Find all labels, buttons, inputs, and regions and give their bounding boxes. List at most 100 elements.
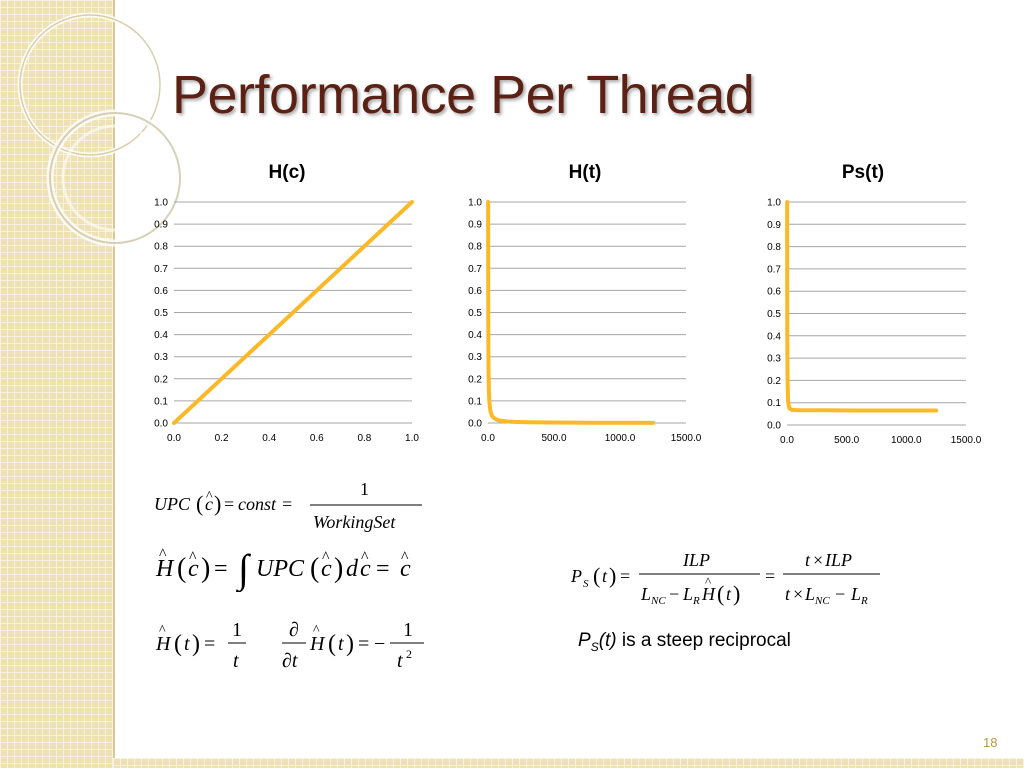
- svg-text:): ): [201, 553, 210, 584]
- y-tick-label: 0.2: [154, 374, 168, 385]
- svg-text:NC: NC: [650, 595, 666, 607]
- svg-text:(: (: [328, 631, 336, 657]
- y-tick-label: 0.7: [767, 264, 781, 275]
- y-tick-label: 0.4: [468, 330, 482, 341]
- svg-text:): ): [214, 491, 221, 516]
- svg-text:c: c: [360, 556, 371, 582]
- svg-text:R: R: [860, 595, 868, 607]
- y-tick-label: 0.0: [767, 421, 781, 432]
- y-tick-label: 0.0: [154, 419, 168, 430]
- y-tick-label: 1.0: [767, 198, 781, 209]
- svg-text:^: ^: [361, 549, 369, 566]
- x-tick-label: 500.0: [834, 435, 859, 446]
- svg-text:c: c: [188, 556, 199, 582]
- y-tick-label: 0.5: [767, 309, 781, 320]
- caption-symbol: PS(t): [578, 630, 617, 654]
- svg-text:ILP: ILP: [682, 550, 710, 570]
- y-tick-label: 0.9: [154, 220, 168, 231]
- svg-text:×: ×: [813, 550, 823, 570]
- chart-title: H(c): [269, 162, 306, 183]
- svg-text:^: ^: [159, 546, 167, 563]
- svg-text:t: t: [602, 566, 608, 586]
- y-tick-label: 0.7: [154, 264, 168, 275]
- svg-text:=: =: [282, 494, 292, 514]
- svg-text:H: H: [155, 556, 175, 582]
- svg-text:t: t: [233, 650, 239, 672]
- svg-text:t: t: [805, 550, 811, 570]
- y-tick-label: 0.4: [767, 331, 781, 342]
- y-tick-label: 0.5: [154, 308, 168, 319]
- decorative-bottom-bar: [113, 758, 1024, 768]
- svg-text:UPC: UPC: [154, 494, 191, 514]
- svg-text:−: −: [374, 633, 385, 655]
- svg-text:L: L: [640, 584, 651, 604]
- equation-ht-derivative: H ^ ( t ) = 1 t ∂ ∂t H ^ ( t ) = − 1 t 2: [150, 612, 440, 689]
- svg-text:UPC: UPC: [256, 556, 305, 582]
- y-tick-label: 1.0: [154, 198, 168, 209]
- y-tick-label: 0.1: [468, 396, 482, 407]
- svg-text:): ): [609, 563, 616, 588]
- equation-hc-integral: H ^ ( c ^ ) = ∫ UPC ( c ^ ) d c ^ = c ^: [150, 540, 440, 597]
- svg-text:c: c: [321, 556, 332, 582]
- svg-text:(: (: [717, 581, 724, 606]
- caption-symbol-letter: P: [578, 630, 591, 651]
- y-tick-label: 0.8: [154, 242, 168, 253]
- svg-text:NC: NC: [814, 595, 830, 607]
- equation-ps: P S ( t ) = ILP L NC − L R H ^ ( t ) = t…: [565, 542, 895, 619]
- chart-ht: H(t) 0.0 0.1 0.2 0.3 0.4 0.5 0.6 0.7 0.8 0.9 1.0 0.0…: [468, 162, 702, 444]
- svg-text:(: (: [177, 553, 186, 584]
- svg-text:R: R: [692, 595, 700, 607]
- svg-text:=: =: [358, 633, 369, 655]
- svg-text:1: 1: [403, 619, 413, 641]
- equation-upc-graphic: UPC ( c ^ ) = const = 1 WorkingSet: [154, 479, 422, 532]
- svg-text:t: t: [397, 650, 403, 672]
- svg-text:): ): [334, 553, 343, 584]
- svg-text:): ): [192, 631, 200, 657]
- svg-text:−: −: [669, 584, 679, 604]
- svg-text:=: =: [376, 556, 390, 582]
- svg-text:(: (: [174, 631, 182, 657]
- svg-text:L: L: [850, 584, 861, 604]
- x-tick-label: 0.8: [357, 433, 371, 444]
- chart-title: H(t): [569, 162, 602, 183]
- svg-text:t: t: [184, 633, 190, 655]
- svg-text:t: t: [785, 584, 791, 604]
- decorative-sidebar: [0, 0, 113, 768]
- svg-text:=: =: [620, 566, 630, 586]
- svg-text:WorkingSet: WorkingSet: [313, 512, 396, 532]
- svg-text:L: L: [804, 584, 815, 604]
- svg-text:c: c: [400, 556, 411, 582]
- x-tick-label: 0.2: [215, 433, 229, 444]
- svg-text:1: 1: [232, 619, 242, 641]
- svg-text:2: 2: [406, 647, 412, 661]
- svg-text:=: =: [224, 494, 234, 514]
- equation-ht-derivative-graphic: H ^ ( t ) = 1 t ∂ ∂t H ^ ( t ) = − 1 t 2: [155, 619, 424, 672]
- series-line: [172, 200, 414, 425]
- y-tick-label: 0.2: [468, 374, 482, 385]
- y-tick-label: 0.5: [468, 308, 482, 319]
- svg-text:H: H: [155, 633, 172, 655]
- x-tick-label: 1000.0: [891, 435, 922, 446]
- svg-text:=: =: [765, 566, 775, 586]
- y-tick-label: 0.0: [468, 419, 482, 430]
- svg-text:(: (: [593, 563, 600, 588]
- svg-text:t: t: [726, 584, 732, 604]
- svg-text:−: −: [835, 584, 845, 604]
- svg-text:): ): [733, 581, 740, 606]
- decorative-rings: [17, 12, 184, 247]
- svg-text:^: ^: [401, 549, 409, 566]
- caption-subscript: S: [590, 639, 599, 654]
- series-line: [486, 200, 655, 425]
- y-tick-label: 0.9: [767, 220, 781, 231]
- svg-text:=: =: [214, 556, 228, 582]
- y-tick-label: 0.3: [154, 352, 168, 363]
- svg-text:^: ^: [206, 489, 213, 504]
- x-tick-label: 1500.0: [951, 435, 982, 446]
- svg-text:^: ^: [159, 623, 166, 638]
- svg-text:P: P: [570, 566, 582, 586]
- caption-text: is a steep reciprocal: [621, 630, 791, 651]
- page-number: 18: [983, 735, 998, 750]
- y-tick-label: 1.0: [468, 198, 482, 209]
- equation-hc-integral-graphic: H ^ ( c ^ ) = ∫ UPC ( c ^ ) d c ^ = c ^: [155, 546, 411, 593]
- equation-ps-graphic: P S ( t ) = ILP L NC − L R H ^ ( t ) = t…: [570, 550, 880, 607]
